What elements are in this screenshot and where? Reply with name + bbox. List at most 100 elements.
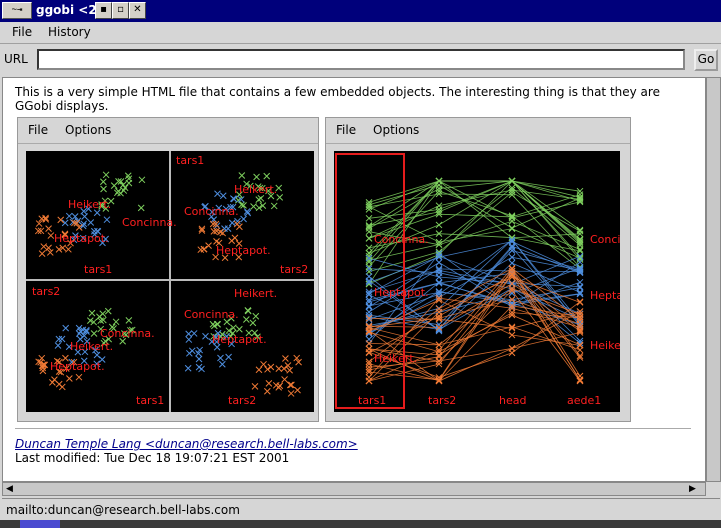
maximize-button[interactable]: ▫: [112, 2, 129, 19]
parcoords-point: [365, 222, 373, 229]
scatter-point: [125, 317, 133, 324]
vertical-scrollbar[interactable]: [706, 77, 721, 482]
url-input[interactable]: [37, 49, 685, 70]
scatter-point: [230, 195, 238, 203]
parcoords-point: [508, 212, 516, 220]
scatter-point: [90, 330, 98, 337]
parcoords-point: [576, 239, 584, 247]
embed-menu-options[interactable]: Options: [373, 123, 420, 137]
parcoords-point: [576, 339, 584, 347]
panel-tl-axis: tars1: [84, 263, 112, 276]
scatter-point: [54, 342, 62, 349]
scatter-point: [62, 324, 70, 332]
menu-file[interactable]: File: [12, 25, 33, 39]
scatter-point: [236, 191, 243, 198]
scatter-point: [75, 373, 83, 381]
panel-bl-axis: tars1: [136, 394, 164, 407]
panel-tr-title: tars1: [176, 154, 204, 167]
scatter-point: [37, 227, 45, 235]
title-bar[interactable]: ~⇥ ggobi <2> ▪ ▫ ✕: [0, 0, 721, 22]
scroll-left-arrow-icon[interactable]: ◀: [6, 484, 13, 494]
parcoords-point: [365, 366, 373, 374]
panel-tr-label-1: Heikert.: [234, 183, 277, 196]
scatter-point: [110, 182, 118, 189]
parcoords-point: [365, 223, 373, 230]
parcoords-point: [508, 280, 516, 287]
parcoords-point: [508, 177, 516, 185]
parcoords-point: [435, 377, 443, 384]
embed-menu-file[interactable]: File: [28, 123, 49, 137]
scatter-point: [90, 318, 98, 326]
parcoords-point: [508, 253, 516, 261]
scatter-point: [100, 339, 108, 347]
scatter-point: [229, 329, 237, 337]
parcoords-point: [576, 346, 584, 354]
window-menu-icon[interactable]: ~⇥: [2, 2, 32, 19]
parcoords-point: [576, 196, 584, 203]
scatter-point: [75, 324, 83, 332]
parcoords-point: [508, 285, 516, 292]
author-mailto-link[interactable]: Duncan Temple Lang <duncan@research.bell…: [15, 437, 358, 451]
parcoords-point: [365, 296, 373, 304]
scatter-point: [212, 220, 220, 228]
parcoords-point: [365, 340, 373, 347]
menu-bar: File History: [0, 22, 721, 44]
menu-history[interactable]: History: [48, 25, 91, 39]
brush-rectangle[interactable]: [335, 153, 405, 409]
scatter-point: [74, 348, 82, 356]
go-button[interactable]: Go: [694, 49, 718, 71]
scatter-point: [217, 354, 224, 362]
parcoords-point: [576, 352, 584, 360]
scatterplot-canvas[interactable]: Heikert. Concinna. Heptapot. tars1 tars1…: [26, 151, 314, 412]
parcoords-point: [576, 298, 584, 306]
scatter-point: [213, 343, 221, 351]
parcoords-point: [508, 213, 516, 221]
scatter-point: [128, 326, 136, 334]
parcoords-canvas[interactable]: tars1 tars2 head aede1 Concinna. Heptapo…: [334, 151, 645, 412]
close-button[interactable]: ✕: [129, 2, 146, 19]
embed-menu-options[interactable]: Options: [65, 123, 112, 137]
parcoords-point: [576, 376, 584, 383]
scatter-point: [198, 225, 206, 233]
scatter-point: [79, 222, 87, 230]
scatter-point: [229, 203, 237, 211]
parcoords-point: [435, 259, 443, 266]
parcoords-svg: tars1 tars2 head aede1 Concinna. Heptapo…: [335, 153, 645, 409]
scroll-right-arrow-icon[interactable]: ▶: [689, 484, 696, 494]
scatter-point: [253, 173, 260, 181]
scatter-point: [213, 227, 220, 235]
parcoords-point: [576, 230, 584, 238]
parcoords-point: [576, 329, 584, 336]
taskbar-button[interactable]: [20, 520, 60, 528]
scatter-point: [93, 360, 101, 368]
scatter-point: [81, 213, 89, 220]
parcoords-point: [365, 279, 373, 286]
parcoords-point: [508, 271, 516, 279]
parcoords-point: [435, 312, 443, 320]
horizontal-scrollbar[interactable]: ◀ ▶: [2, 482, 706, 496]
parcoords-point: [365, 252, 373, 260]
embed-menu-file[interactable]: File: [336, 123, 357, 137]
scatter-point: [82, 326, 90, 334]
parcoords-point: [435, 252, 443, 260]
left-label-concinna: Concinna.: [374, 233, 429, 246]
scatter-point: [265, 187, 272, 195]
scatter-point: [97, 325, 105, 333]
scatter-point: [219, 192, 227, 200]
minimize-button[interactable]: ▪: [95, 2, 112, 19]
parcoords-point: [576, 288, 584, 296]
left-label-heptapot: Heptapot.: [374, 286, 429, 299]
parcoords-point: [435, 326, 443, 333]
scatter-point: [102, 171, 110, 179]
scatter-point: [55, 368, 63, 375]
url-bar: URL Go: [0, 46, 721, 74]
page-content: This is a very simple HTML file that con…: [2, 77, 706, 482]
parcoords-point: [508, 309, 516, 316]
scatter-point: [97, 317, 105, 325]
parcoords-point: [508, 242, 516, 250]
parcoords-point: [508, 349, 516, 357]
parcoords-point: [365, 263, 373, 271]
scatter-point: [190, 330, 198, 337]
scatter-point: [255, 204, 263, 212]
scatter-point: [53, 357, 61, 365]
